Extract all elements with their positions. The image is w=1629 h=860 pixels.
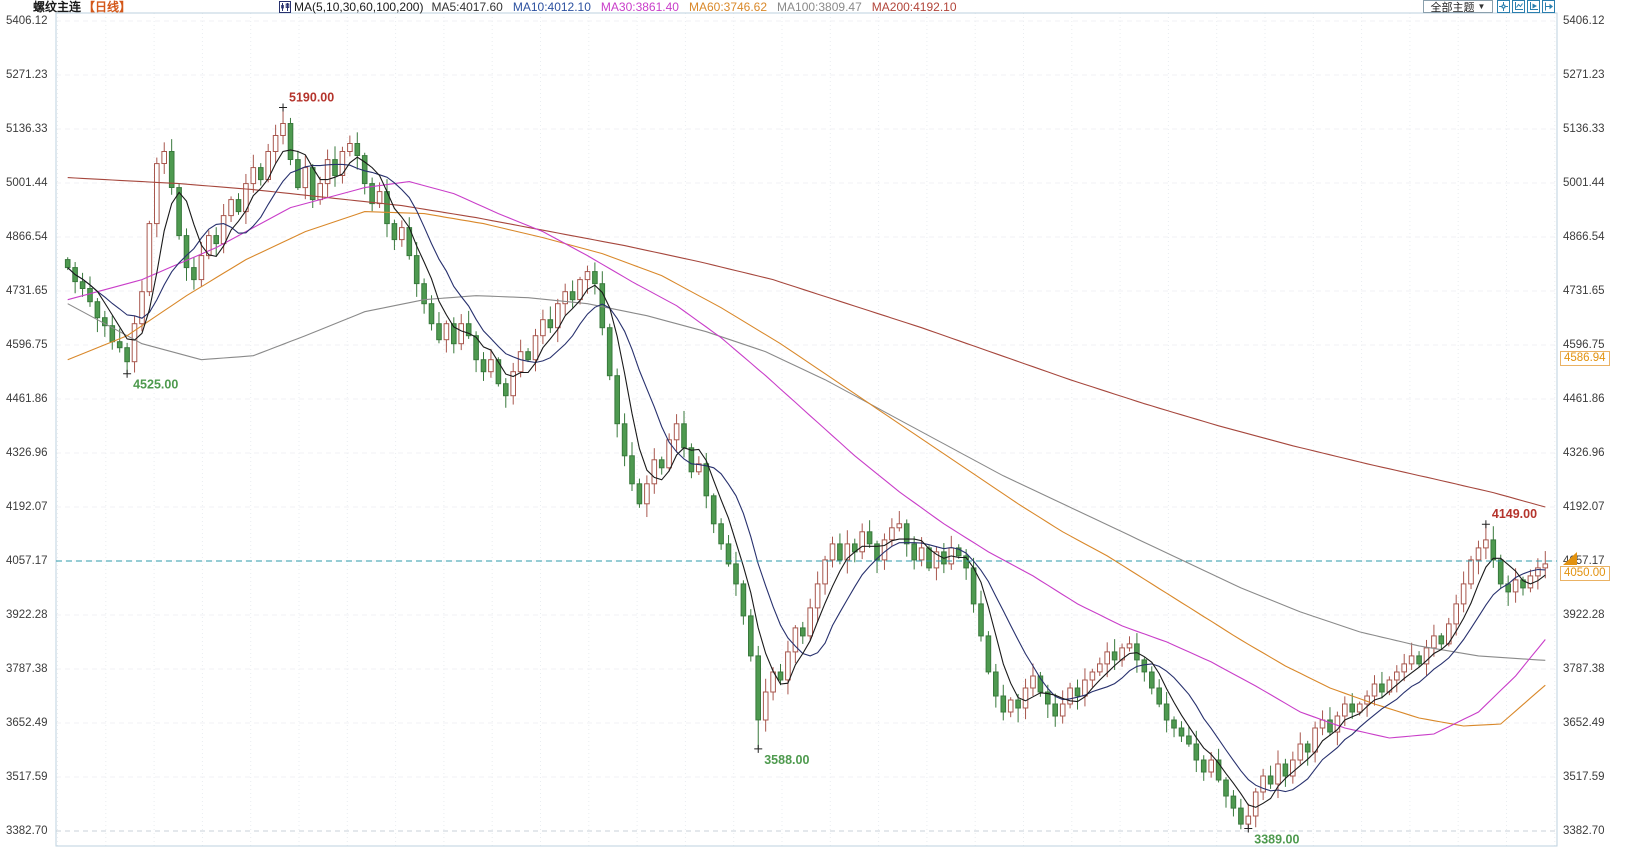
y-axis-label-left: 5406.12 [6, 15, 48, 27]
y-axis-label-left: 3382.70 [6, 825, 48, 837]
y-axis-label-right: 3922.28 [1563, 609, 1605, 621]
ma-legend-value: MA30:3861.40 [600, 0, 679, 14]
y-axis-label-right: 4596.75 [1563, 339, 1605, 351]
y-axis-label-left: 4731.65 [6, 285, 48, 297]
y-axis-label-right: 5001.44 [1563, 177, 1605, 189]
ma-legend: MA5:4017.60 MA10:4012.10 MA30:3861.40 MA60:… [431, 0, 966, 14]
y-axis-label-left: 4866.54 [6, 231, 48, 243]
theme-dropdown-label: 全部主题 [1430, 1, 1475, 14]
crosshair-icon [1499, 2, 1508, 11]
y-axis-label-right: 3787.38 [1563, 663, 1605, 675]
chart-header: 螺纹主连 【日线】 MA(5,10,30,60,100,200) MA5:401… [33, 0, 967, 14]
y-axis-label-right: 4326.96 [1563, 447, 1605, 459]
y-axis-label-right: 4192.07 [1563, 501, 1605, 513]
ma-legend-value: MA100:3809.47 [777, 0, 862, 14]
y-axis-label-right: 3382.70 [1563, 825, 1605, 837]
y-axis-label-left: 3922.28 [6, 609, 48, 621]
y-axis-label-left: 5001.44 [6, 177, 48, 189]
svg-text:3588.00: 3588.00 [764, 753, 809, 767]
price-marker-badge: 4050.00 [1560, 565, 1610, 581]
price-marker-badge: 4586.94 [1560, 350, 1610, 366]
restore-view-button[interactable] [1512, 0, 1525, 13]
y-axis-label-left: 3517.59 [6, 771, 48, 783]
ma-legend-value: MA200:4192.10 [871, 0, 957, 14]
page-forward-icon [1545, 2, 1553, 11]
chevron-down-icon: ▼ [1477, 2, 1486, 11]
y-axis-label-left: 4326.96 [6, 447, 48, 459]
y-axis-label-left: 4461.86 [6, 393, 48, 405]
y-axis-label-left: 3787.38 [6, 663, 48, 675]
svg-text:5190.00: 5190.00 [289, 91, 334, 105]
ma-legend-value: MA60:3746.62 [688, 0, 768, 14]
symbol-title: 螺纹主连 [33, 0, 82, 14]
period-label: 【日线】 [83, 0, 132, 14]
y-axis-label-left: 4596.75 [6, 339, 48, 351]
pan-right-button[interactable] [1527, 0, 1540, 13]
svg-text:4149.00: 4149.00 [1492, 507, 1537, 521]
y-axis-label-right: 5271.23 [1563, 69, 1605, 81]
theme-dropdown[interactable]: 全部主题 ▼ [1423, 0, 1493, 14]
y-axis-label-right: 5136.33 [1563, 123, 1605, 135]
pan-right-icon [1530, 2, 1538, 10]
y-axis-label-right: 3652.49 [1563, 717, 1605, 729]
y-axis-label-left: 4192.07 [6, 501, 48, 513]
y-axis-label-right: 4461.86 [1563, 393, 1605, 405]
y-axis-label-left: 3652.49 [6, 717, 48, 729]
y-axis-label-left: 5136.33 [6, 123, 48, 135]
page-forward-button[interactable] [1542, 0, 1555, 13]
restore-view-icon [1515, 2, 1523, 10]
y-axis-label-right: 3517.59 [1563, 771, 1605, 783]
ma-parameters-label: MA(5,10,30,60,100,200) [294, 0, 424, 14]
y-axis-label-left: 5271.23 [6, 69, 48, 81]
y-axis-label-right: 4731.65 [1563, 285, 1605, 297]
svg-text:3389.00: 3389.00 [1254, 832, 1299, 846]
ma-legend-value: MA10:4012.10 [512, 0, 591, 14]
svg-text:4525.00: 4525.00 [133, 378, 178, 392]
kline-icon [279, 0, 292, 16]
ma-legend-value: MA5:4017.60 [431, 0, 503, 14]
y-axis-label-right: 4866.54 [1563, 231, 1605, 243]
y-axis-label-left: 4057.17 [6, 555, 48, 567]
y-axis-label-right: 5406.12 [1563, 15, 1605, 27]
crosshair-button[interactable] [1497, 0, 1510, 13]
